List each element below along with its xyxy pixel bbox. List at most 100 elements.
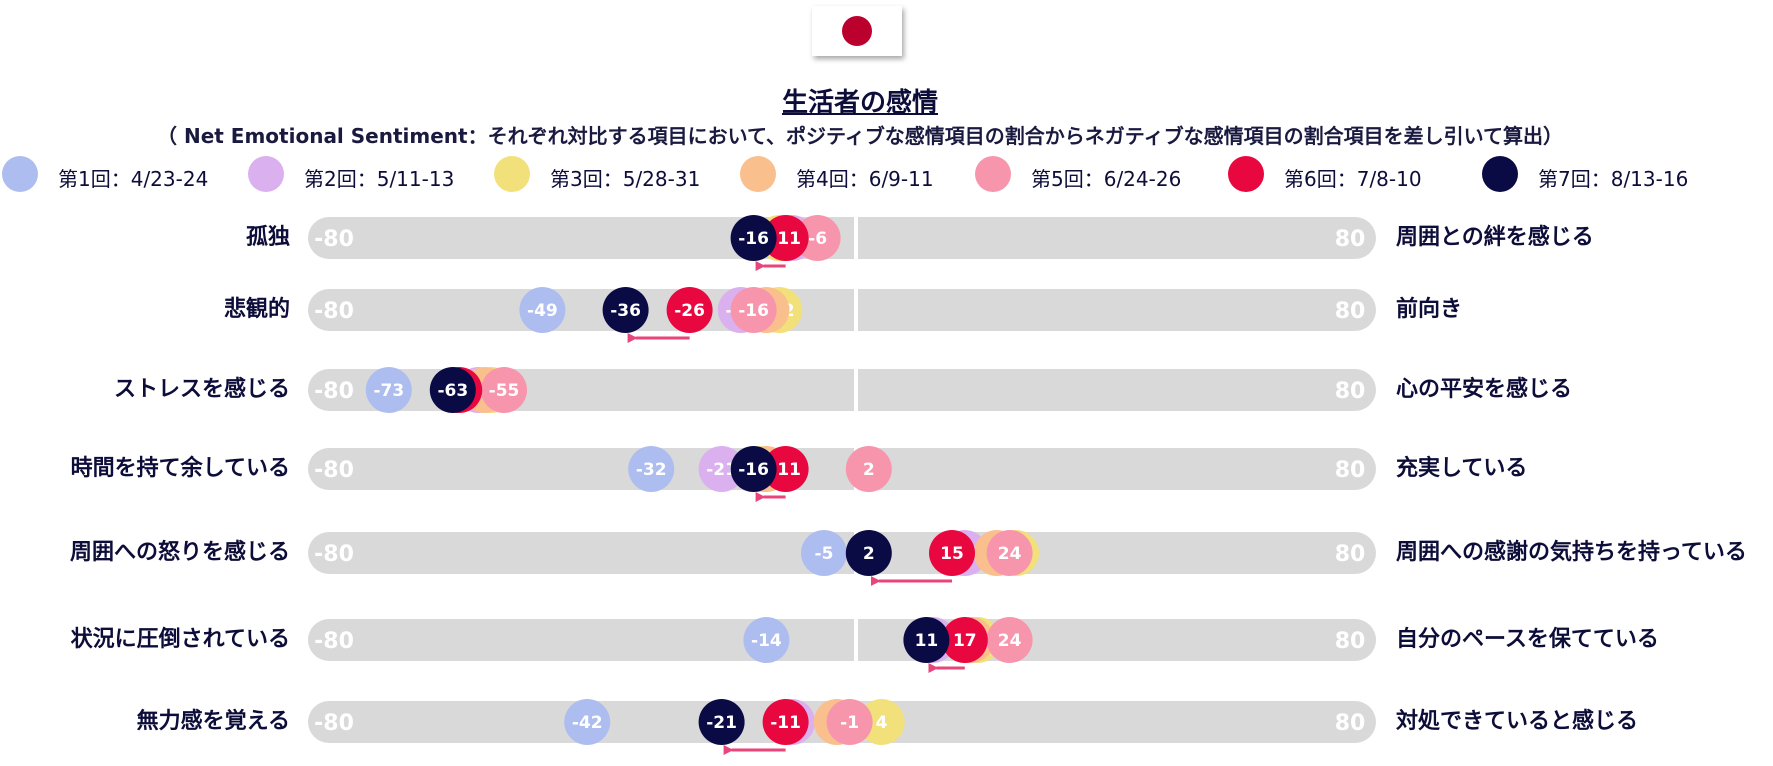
data-label-1: -42	[572, 713, 603, 733]
data-point-7	[845, 530, 892, 576]
axis-min-label: -80	[314, 711, 354, 736]
data-point-6	[762, 446, 809, 492]
data-point-1	[564, 699, 611, 745]
data-label-5: 24	[998, 631, 1022, 651]
data-point-1	[801, 530, 847, 576]
axis-max-label: 80	[1335, 227, 1366, 252]
row-label-negative: 時間を持て余している	[70, 456, 290, 481]
row-label-positive: 前向き	[1396, 297, 1463, 322]
row-label-negative: 悲観的	[223, 297, 290, 322]
japan-flag-disc	[842, 16, 872, 46]
axis-max-label: 80	[1335, 299, 1366, 324]
japan-flag-icon	[812, 6, 902, 56]
data-label-6: 15	[940, 544, 964, 564]
legend-label-4: 第4回：6/9-11	[796, 167, 934, 191]
data-point-1	[743, 617, 790, 663]
data-point-6	[666, 287, 713, 333]
data-point-1	[628, 446, 675, 492]
legend-marker-6	[1228, 156, 1264, 192]
legend-marker-4	[740, 156, 776, 192]
data-label-7: -63	[437, 381, 468, 401]
data-point-1	[519, 287, 566, 333]
data-label-5: -1	[840, 713, 859, 733]
axis-max-label: 80	[1335, 458, 1366, 483]
data-point-7	[602, 287, 649, 333]
data-point-7	[730, 446, 777, 492]
axis-max-label: 80	[1335, 379, 1366, 404]
data-point-6	[929, 530, 975, 576]
legend-marker-1	[2, 156, 38, 192]
row-label-negative: ストレスを感じる	[113, 377, 290, 402]
data-label-1: -49	[527, 301, 558, 321]
data-label-6: -11	[770, 460, 801, 480]
data-label-7: 2	[863, 544, 875, 564]
row-label-positive: 対処できていると感じる	[1396, 709, 1639, 734]
data-point-6	[762, 215, 809, 261]
row-label-positive: 心の平安を感じる	[1396, 377, 1573, 402]
data-point-6	[762, 699, 809, 745]
legend-marker-5	[975, 156, 1011, 192]
data-point-7	[730, 215, 777, 261]
axis-min-label: -80	[314, 299, 354, 324]
data-point-5	[794, 215, 841, 261]
data-point-1	[365, 367, 412, 413]
data-point-5	[986, 530, 1033, 576]
chart-subtitle: （ Net Emotional Sentiment：それぞれ対比する項目において…	[157, 124, 1563, 148]
data-label-6: 17	[953, 631, 977, 651]
axis-min-label: -80	[314, 227, 354, 252]
legend-label-5: 第5回：6/24-26	[1031, 167, 1182, 191]
data-point-5	[481, 367, 527, 413]
data-label-3: 4	[876, 713, 888, 733]
data-point-7	[698, 699, 745, 745]
data-point-7	[429, 367, 476, 413]
data-label-7: -16	[738, 460, 769, 480]
legend-marker-7	[1482, 156, 1518, 192]
data-point-6	[941, 617, 988, 663]
data-label-5: 2	[863, 460, 875, 480]
data-label-7: 11	[915, 631, 939, 651]
row-label-negative: 無力感を覚える	[136, 709, 290, 734]
legend-label-6: 第6回：7/8-10	[1284, 167, 1422, 191]
data-point-5	[826, 699, 873, 745]
legend-marker-2	[248, 156, 284, 192]
legend-marker-3	[494, 156, 530, 192]
data-label-2: -21	[706, 460, 737, 480]
data-label-5: -55	[489, 381, 520, 401]
axis-track	[308, 369, 1376, 411]
row-label-negative: 周囲への怒りを感じる	[69, 540, 290, 565]
row-label-positive: 自分のペースを保てている	[1396, 627, 1659, 652]
axis-min-label: -80	[314, 458, 354, 483]
axis-track	[308, 619, 1376, 661]
data-label-7: -21	[706, 713, 737, 733]
axis-min-label: -80	[314, 629, 354, 654]
data-label-1: -5	[815, 544, 834, 564]
row-label-negative: 孤独	[245, 225, 290, 250]
axis-min-label: -80	[314, 379, 354, 404]
axis-track	[308, 289, 1376, 331]
row-label-positive: 周囲への感謝の気持ちを持っている	[1396, 540, 1747, 565]
data-label-6: -26	[674, 301, 705, 321]
data-label-6: -11	[770, 229, 801, 249]
legend: 第1回：4/23-24 第2回：5/11-13 第3回：5/28-31 第4回：6/9…	[0, 156, 1773, 196]
axis-max-label: 80	[1335, 542, 1366, 567]
data-label-1: -32	[636, 460, 667, 480]
data-label-1: -73	[373, 381, 404, 401]
chart-title: 生活者の感情	[781, 88, 938, 118]
data-label-6: -11	[770, 713, 801, 733]
data-point-5	[986, 617, 1033, 663]
data-label-1: -14	[751, 631, 782, 651]
data-point-2	[698, 446, 745, 492]
legend-label-1: 第1回：4/23-24	[58, 167, 209, 191]
axis-max-label: 80	[1335, 629, 1366, 654]
data-label-7: -16	[738, 229, 769, 249]
row-label-negative: 状況に圧倒されている	[70, 627, 290, 652]
axis-min-label: -80	[314, 542, 354, 567]
data-label-5: -6	[808, 229, 827, 249]
legend-label-7: 第7回：8/13-16	[1538, 167, 1689, 191]
data-label-5: -16	[738, 301, 769, 321]
row-label-positive: 周囲との絆を感じる	[1396, 225, 1594, 250]
axis-track	[308, 217, 1376, 259]
data-point-5	[845, 446, 892, 492]
data-point-7	[903, 617, 950, 663]
